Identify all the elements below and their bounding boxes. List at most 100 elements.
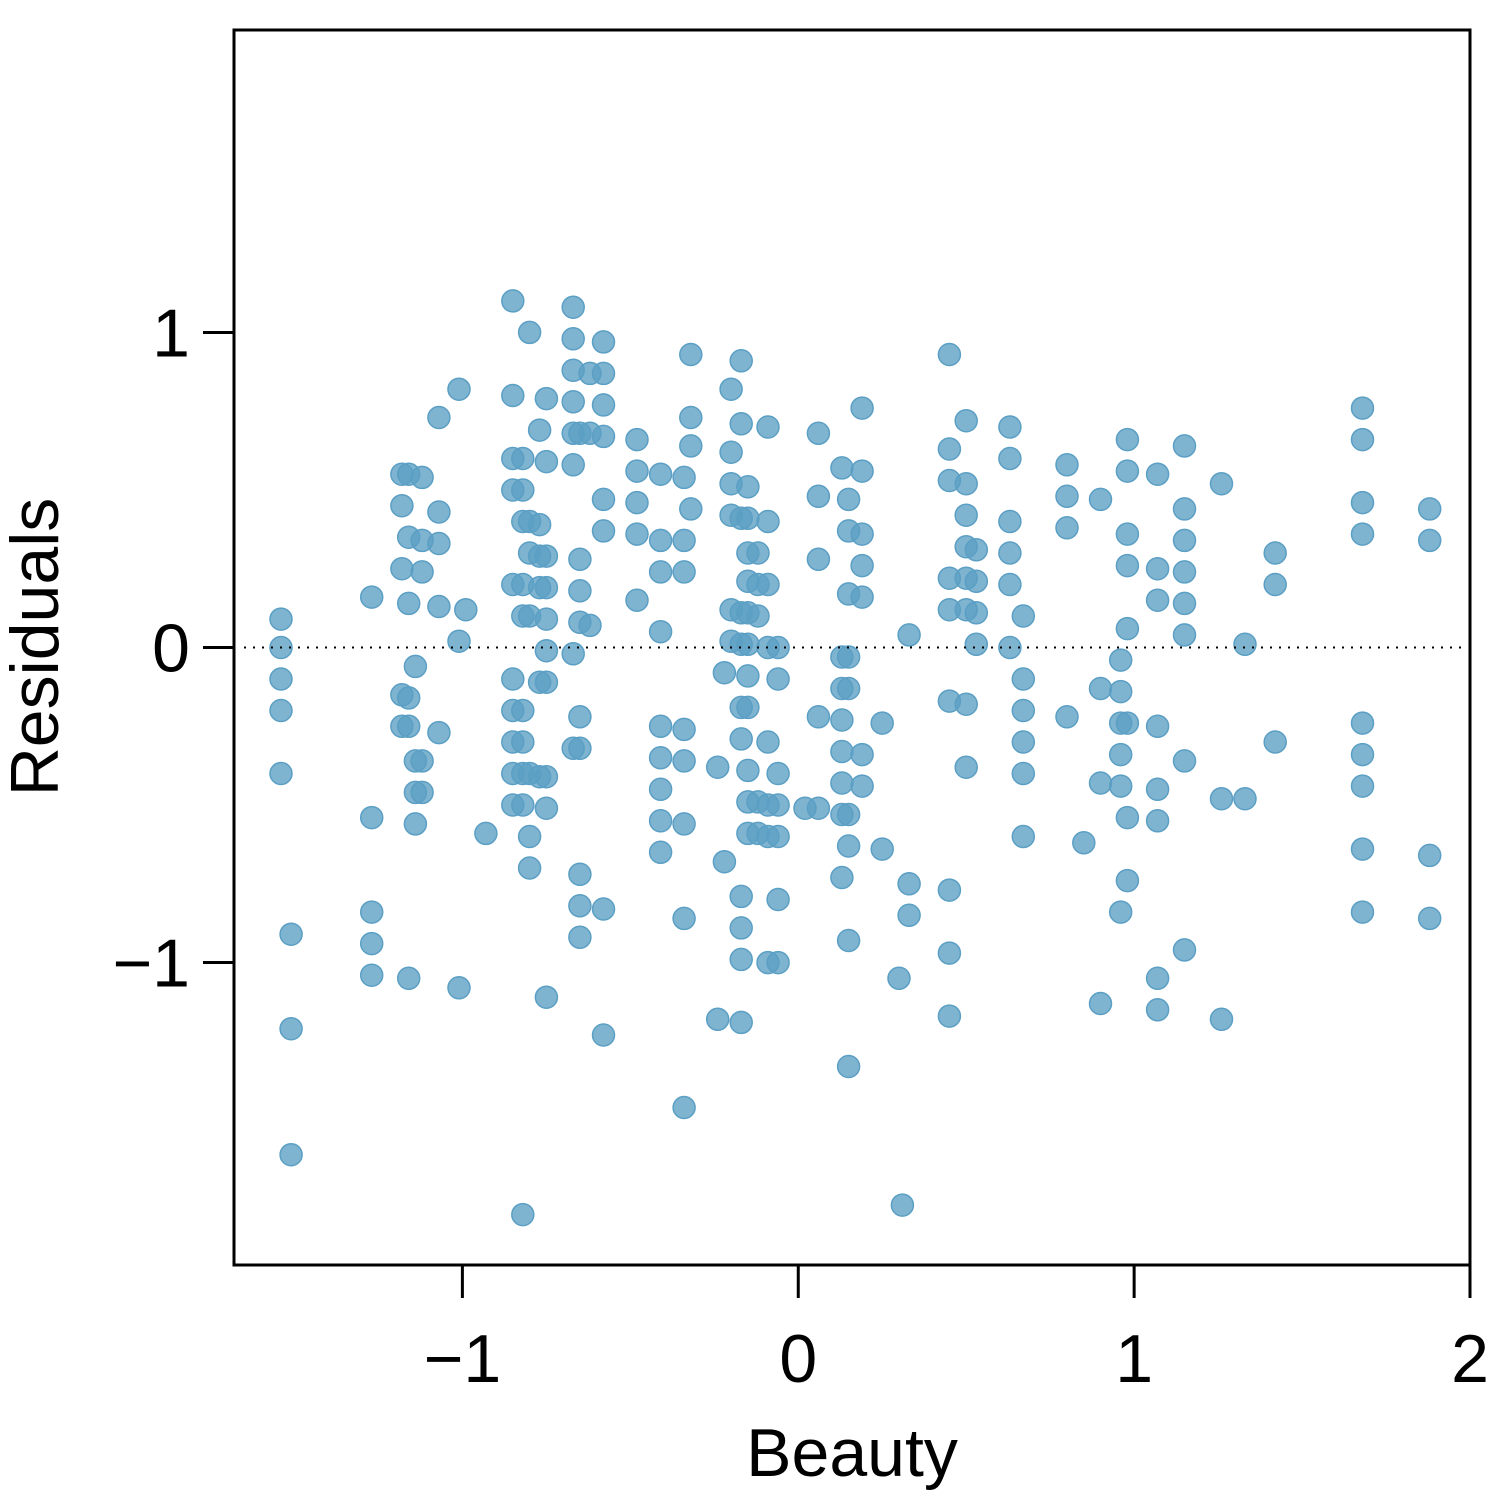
data-point <box>672 465 696 490</box>
data-point <box>964 569 989 594</box>
data-point <box>836 834 861 858</box>
data-point <box>836 645 861 669</box>
data-point <box>729 727 753 751</box>
data-point <box>591 519 616 543</box>
data-point <box>756 730 780 754</box>
data-point <box>511 478 535 502</box>
data-point <box>534 449 559 474</box>
data-point <box>850 396 874 420</box>
data-point <box>954 692 978 716</box>
data-point <box>568 547 592 572</box>
data-point <box>1233 786 1257 811</box>
data-point <box>359 805 384 830</box>
data-point <box>1055 453 1079 477</box>
data-point <box>527 512 552 537</box>
data-point <box>1350 742 1375 767</box>
data-point <box>937 437 962 461</box>
data-point <box>1350 490 1375 515</box>
data-point <box>511 730 535 754</box>
data-point <box>561 390 585 414</box>
data-point <box>712 849 737 874</box>
data-point <box>561 642 585 666</box>
data-point <box>736 475 760 499</box>
data-point <box>1350 837 1375 861</box>
data-point <box>1011 667 1036 691</box>
data-point <box>729 412 753 436</box>
data-point <box>937 1004 962 1028</box>
data-point <box>454 597 478 622</box>
x-axis-label: Beauty <box>746 1415 958 1491</box>
data-point <box>1350 900 1375 924</box>
data-point <box>279 1016 303 1041</box>
data-point <box>1233 632 1257 657</box>
data-point <box>396 686 421 710</box>
data-point <box>501 383 525 408</box>
data-point <box>887 966 911 991</box>
data-point <box>1055 516 1079 540</box>
data-point <box>736 758 760 783</box>
data-point <box>1145 998 1170 1022</box>
x-tick-label: 2 <box>1451 1321 1489 1397</box>
data-point <box>561 453 585 477</box>
data-point <box>729 916 753 940</box>
data-point <box>806 547 831 572</box>
data-point <box>534 544 559 568</box>
data-point <box>1172 528 1197 553</box>
data-point <box>870 711 894 735</box>
data-point <box>568 894 592 918</box>
data-point <box>1108 900 1133 924</box>
data-point <box>998 415 1022 439</box>
data-point <box>534 670 559 694</box>
data-point <box>1115 711 1140 735</box>
data-point <box>766 667 790 691</box>
data-point <box>447 976 471 1000</box>
data-point <box>568 579 592 603</box>
data-point <box>279 922 303 946</box>
data-point <box>964 538 989 562</box>
x-tick-label: 0 <box>779 1321 817 1397</box>
data-point <box>719 440 743 464</box>
data-point <box>648 777 673 802</box>
data-point <box>648 746 673 770</box>
data-point <box>1115 616 1140 641</box>
points-layer <box>269 289 1442 1227</box>
data-point <box>672 812 696 836</box>
data-point <box>534 764 559 789</box>
data-point <box>359 585 384 609</box>
data-point <box>648 462 673 486</box>
data-point <box>1115 459 1140 483</box>
data-point <box>937 342 962 367</box>
data-point <box>705 1007 730 1032</box>
data-point <box>712 660 737 685</box>
data-point <box>511 698 535 723</box>
data-point <box>1055 705 1079 729</box>
data-point <box>1088 676 1113 701</box>
data-point <box>806 421 831 446</box>
data-point <box>1172 938 1197 962</box>
data-point <box>427 531 451 556</box>
data-point <box>1350 774 1375 798</box>
data-point <box>806 796 831 820</box>
data-point <box>269 698 293 723</box>
data-point <box>954 408 978 433</box>
data-point <box>850 774 874 798</box>
data-point <box>954 471 978 496</box>
data-point <box>1115 805 1140 830</box>
data-point <box>1115 522 1140 546</box>
data-point <box>1209 471 1234 496</box>
data-point <box>279 1142 303 1167</box>
data-point <box>625 588 649 612</box>
data-point <box>1072 831 1096 855</box>
data-point <box>359 931 384 956</box>
data-point <box>830 771 854 795</box>
data-point <box>359 963 384 987</box>
data-point <box>1209 786 1234 811</box>
data-point <box>672 717 696 742</box>
data-point <box>1417 906 1442 931</box>
data-point <box>679 405 703 430</box>
data-point <box>830 739 854 764</box>
data-point <box>534 796 559 820</box>
data-point <box>1172 434 1197 458</box>
data-point <box>591 361 616 386</box>
data-point <box>474 821 498 846</box>
